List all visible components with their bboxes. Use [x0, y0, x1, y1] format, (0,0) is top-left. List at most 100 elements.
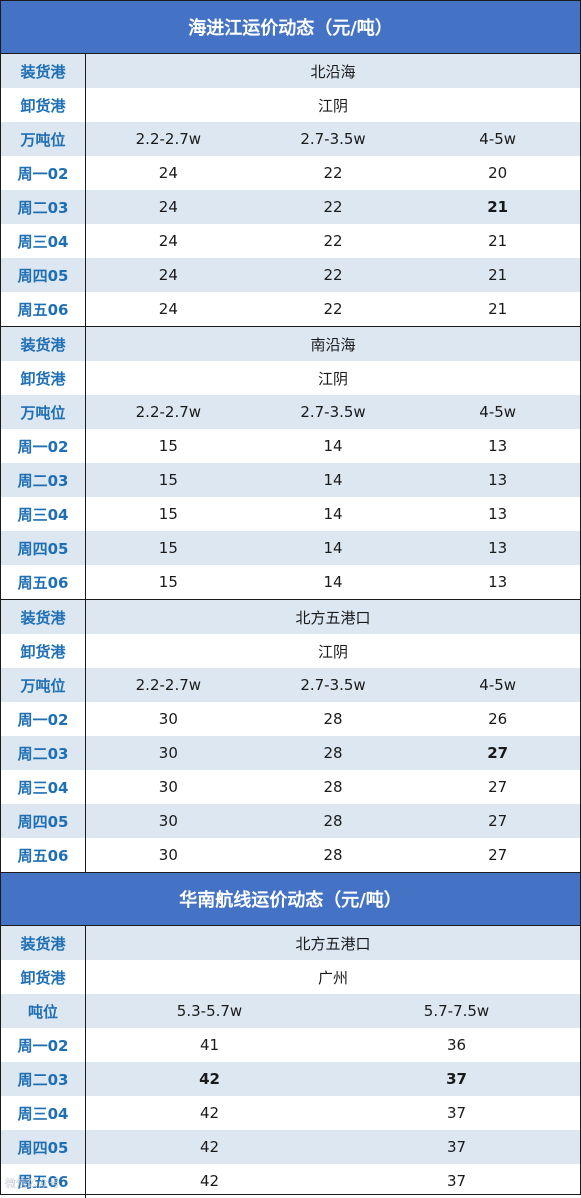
row-label: 周三04 — [1, 224, 86, 258]
row-cells: 41 36 — [86, 1028, 580, 1062]
table-cell: 20 — [488, 164, 508, 182]
table-cell: 江阴 — [317, 369, 348, 388]
table-row: 周五06 30 28 27 — [1, 838, 580, 872]
row-cells: 北方五港口 — [86, 600, 580, 634]
table-row: 周二03 30 28 27 — [1, 736, 580, 770]
row-label: 装货港 — [1, 600, 86, 634]
table-cell: 北沿海 — [310, 62, 356, 81]
table-cell: 15 — [158, 573, 178, 591]
table-row: 周五06 42 37 — [1, 1164, 580, 1198]
row-cells: 江阴 — [86, 361, 580, 395]
row-cells: 2.2-2.7w 2.7-3.5w 4-5w — [86, 395, 580, 429]
table-cell: 4-5w — [479, 403, 517, 421]
table-row: 卸货港 江阴 — [1, 634, 580, 668]
table-row: 周一02 15 14 13 — [1, 429, 580, 463]
row-label: 周三04 — [1, 497, 86, 531]
row-label: 周三04 — [1, 1096, 86, 1130]
table-row: 万吨位 2.2-2.7w 2.7-3.5w 4-5w — [1, 395, 580, 429]
row-cells: 30 28 27 — [86, 838, 580, 872]
table-cell: 2.2-2.7w — [135, 130, 202, 148]
table-cell: 37 — [446, 1070, 467, 1088]
table-row: 装货港 北方五港口 — [1, 926, 580, 960]
rate-block: 装货港 北方五港口 卸货港 江阴 万吨位 2.2-2.7w 2.7-3.5w 4-5w 周一02… — [1, 600, 580, 873]
row-cells: 广州 — [86, 960, 580, 994]
table-cell: 22 — [323, 198, 343, 216]
table-cell: 28 — [323, 812, 343, 830]
rate-block: 装货港 北方五港口 卸货港 广州 吨位 5.3-5.7w 5.7-7.5w 周一02 41 36 周… — [1, 926, 580, 1198]
table-row: 周二03 24 22 21 — [1, 190, 580, 224]
table-cell: 南沿海 — [310, 335, 356, 354]
table-cell: 14 — [323, 573, 343, 591]
row-cells: 42 37 — [86, 1130, 580, 1164]
table-cell: 14 — [323, 437, 343, 455]
table-cell: 27 — [487, 744, 509, 762]
row-cells: 42 37 — [86, 1096, 580, 1130]
row-cells: 北沿海 — [86, 54, 580, 88]
table-cell: 14 — [323, 471, 343, 489]
row-cells: 江阴 — [86, 88, 580, 122]
row-label: 周四05 — [1, 258, 86, 292]
row-cells: 42 37 — [86, 1062, 580, 1096]
row-label: 周四05 — [1, 804, 86, 838]
table-cell: 27 — [488, 812, 508, 830]
table-row: 周五06 24 22 21 — [1, 292, 580, 326]
table-cell: 42 — [199, 1070, 220, 1088]
table-cell: 2.7-3.5w — [300, 403, 366, 421]
table-cell: 江阴 — [317, 642, 348, 661]
row-label: 吨位 — [1, 994, 86, 1028]
table-cell: 24 — [158, 266, 178, 284]
row-label: 周二03 — [1, 463, 86, 497]
table-cell: 42 — [199, 1172, 220, 1190]
table-cell: 22 — [323, 232, 343, 250]
table-cell: 13 — [488, 437, 508, 455]
row-label: 周二03 — [1, 1062, 86, 1096]
row-label: 周一02 — [1, 1028, 86, 1062]
table-cell: 28 — [323, 846, 343, 864]
row-cells: 2.2-2.7w 2.7-3.5w 4-5w — [86, 668, 580, 702]
row-cells: 15 14 13 — [86, 497, 580, 531]
table-cell: 13 — [488, 539, 508, 557]
row-cells: 30 28 27 — [86, 736, 580, 770]
table-cell: 15 — [158, 539, 178, 557]
table-cell: 13 — [488, 505, 508, 523]
row-cells: 15 14 13 — [86, 565, 580, 599]
table-cell: 22 — [323, 164, 343, 182]
table-row: 周四05 15 14 13 — [1, 531, 580, 565]
table-row: 卸货港 江阴 — [1, 361, 580, 395]
row-label: 卸货港 — [1, 960, 86, 994]
table-cell: 24 — [158, 300, 178, 318]
table-cell: 24 — [158, 232, 178, 250]
row-label: 周一02 — [1, 429, 86, 463]
table-cell: 30 — [158, 744, 178, 762]
row-cells: 2.2-2.7w 2.7-3.5w 4-5w — [86, 122, 580, 156]
table-cell: 14 — [323, 539, 343, 557]
rate-block: 装货港 北沿海卸货港 江阴 万吨位 2.2-2.7w 2.7-3.5w 4-5w 周一02 24… — [1, 54, 580, 327]
table-row: 周四05 30 28 27 — [1, 804, 580, 838]
table-cell: 2.2-2.7w — [135, 403, 202, 421]
row-label: 周五06 — [1, 292, 86, 326]
table-cell: 28 — [323, 744, 343, 762]
row-cells: 15 14 13 — [86, 429, 580, 463]
table-row: 万吨位 2.2-2.7w 2.7-3.5w 4-5w — [1, 122, 580, 156]
table-cell: 27 — [488, 778, 508, 796]
table-cell: 30 — [158, 710, 178, 728]
table-row: 周一02 24 22 20 — [1, 156, 580, 190]
row-cells: 30 28 26 — [86, 702, 580, 736]
row-cells: 24 22 21 — [86, 258, 580, 292]
section-title: 海进江运价动态（元/吨） — [1, 1, 580, 54]
row-label: 装货港 — [1, 54, 86, 88]
row-cells: 24 22 20 — [86, 156, 580, 190]
row-cells: 15 14 13 — [86, 463, 580, 497]
table-cell: 42 — [199, 1138, 220, 1156]
table-cell: 42 — [199, 1104, 220, 1122]
table-cell: 22 — [323, 300, 343, 318]
row-label: 周一02 — [1, 156, 86, 190]
row-label: 周五06 — [1, 838, 86, 872]
table-cell: 4-5w — [479, 676, 517, 694]
table-row: 周四05 42 37 — [1, 1130, 580, 1164]
table-row: 万吨位 2.2-2.7w 2.7-3.5w 4-5w — [1, 668, 580, 702]
row-label: 万吨位 — [1, 668, 86, 702]
section-title: 华南航线运价动态（元/吨） — [1, 873, 580, 926]
row-label: 卸货港 — [1, 88, 86, 122]
